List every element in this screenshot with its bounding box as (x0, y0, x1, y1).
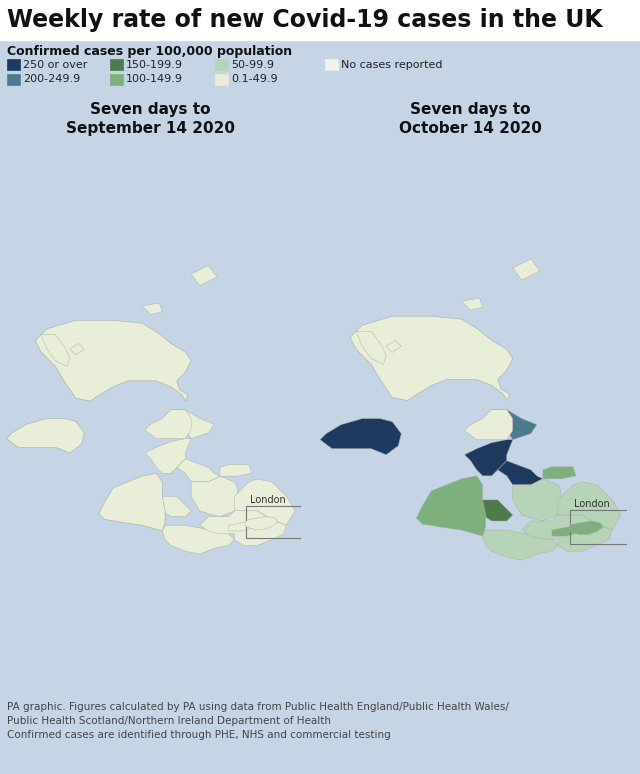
Text: PA graphic. Figures calculated by PA using data from Public Health England/Publi: PA graphic. Figures calculated by PA usi… (7, 702, 509, 740)
Polygon shape (234, 479, 295, 526)
Polygon shape (522, 515, 612, 551)
Polygon shape (492, 409, 537, 440)
Text: London: London (575, 498, 611, 509)
Polygon shape (483, 530, 558, 560)
Text: 200-249.9: 200-249.9 (23, 74, 80, 84)
Bar (0, 0, 640, 40)
Bar (110, 74, 123, 85)
Bar (7, 59, 20, 70)
Text: No cases reported: No cases reported (341, 60, 442, 70)
Polygon shape (320, 419, 401, 455)
Bar (570, 511, 630, 543)
Polygon shape (513, 479, 561, 521)
Bar (215, 59, 228, 70)
Text: 250 or over: 250 or over (23, 60, 88, 70)
Polygon shape (163, 526, 234, 554)
Polygon shape (171, 409, 214, 439)
Bar (110, 59, 123, 70)
Polygon shape (99, 473, 165, 531)
Text: Seven days to
September 14 2020: Seven days to September 14 2020 (65, 102, 234, 136)
Polygon shape (228, 522, 252, 531)
Text: 50-99.9: 50-99.9 (231, 60, 274, 70)
Polygon shape (157, 496, 191, 516)
Polygon shape (6, 419, 84, 453)
Text: Seven days to
October 14 2020: Seven days to October 14 2020 (399, 102, 541, 136)
Bar (215, 74, 228, 85)
Polygon shape (513, 259, 540, 280)
Text: 150-199.9: 150-199.9 (126, 60, 183, 70)
Text: Weekly rate of new Covid-19 cases in the UK: Weekly rate of new Covid-19 cases in the… (7, 8, 603, 32)
Bar (325, 59, 338, 70)
Polygon shape (200, 511, 286, 546)
Polygon shape (70, 344, 84, 355)
Polygon shape (350, 317, 513, 400)
Text: London: London (250, 495, 286, 505)
Polygon shape (543, 467, 576, 479)
Polygon shape (558, 482, 621, 530)
Text: Confirmed cases per 100,000 population: Confirmed cases per 100,000 population (7, 44, 292, 57)
Polygon shape (477, 500, 513, 521)
Polygon shape (552, 527, 576, 536)
Polygon shape (142, 303, 163, 314)
Polygon shape (191, 265, 217, 286)
Polygon shape (568, 521, 603, 535)
Text: 0.1-49.9: 0.1-49.9 (231, 74, 278, 84)
Bar (246, 506, 304, 538)
Polygon shape (244, 516, 278, 529)
Polygon shape (220, 464, 252, 476)
Polygon shape (461, 298, 483, 310)
Polygon shape (41, 334, 70, 366)
Polygon shape (498, 461, 543, 485)
Text: 100-149.9: 100-149.9 (126, 74, 183, 84)
Polygon shape (191, 476, 237, 516)
Polygon shape (35, 320, 191, 401)
Polygon shape (465, 440, 513, 476)
Polygon shape (177, 459, 220, 482)
Polygon shape (145, 409, 191, 439)
Polygon shape (465, 409, 513, 440)
Polygon shape (387, 341, 401, 352)
Bar (7, 74, 20, 85)
Polygon shape (417, 476, 486, 536)
Polygon shape (145, 439, 191, 473)
Polygon shape (356, 331, 387, 365)
